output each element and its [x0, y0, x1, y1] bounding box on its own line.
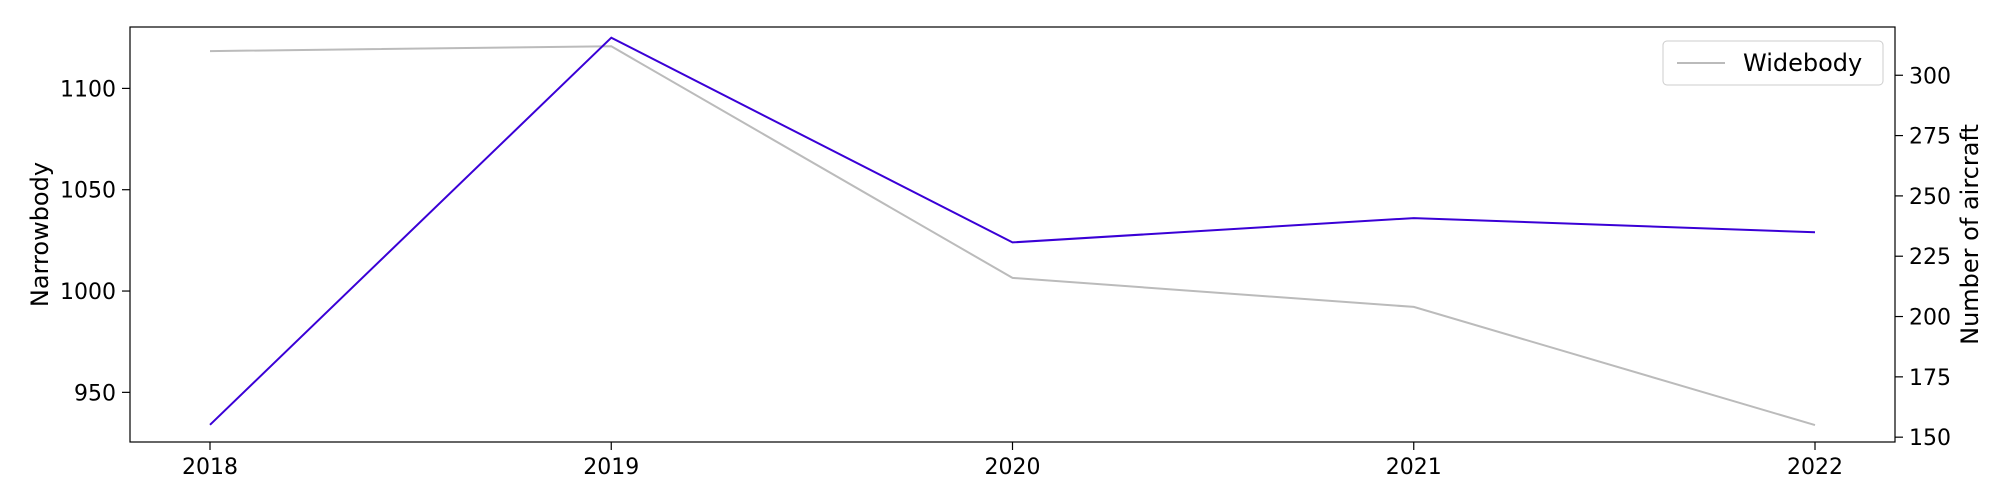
y-axis-label-right: Number of aircraft	[1956, 124, 1984, 345]
x-tick-label: 2021	[1386, 455, 1442, 480]
y-tick-label-right: 275	[1909, 125, 1951, 150]
y-tick-label-right: 175	[1909, 366, 1951, 391]
legend-label-widebody: Widebody	[1743, 49, 1862, 77]
y-tick-label-right: 225	[1909, 245, 1951, 270]
series-line-narrowbody	[209, 36, 1816, 426]
x-tick-label: 2019	[583, 455, 639, 480]
y-tick-label-left: 1050	[60, 179, 116, 204]
legend: Widebody	[1662, 40, 1884, 86]
y-tick-label-left: 950	[74, 381, 116, 406]
y-tick-label-right: 250	[1909, 185, 1951, 210]
series-line-widebody	[209, 45, 1816, 427]
x-tick-label: 2020	[985, 455, 1041, 480]
series-layer	[209, 36, 1816, 427]
axes-layer: 2018 2019 2020 2021 2022 950 1000 1050 1100 150 17…	[60, 26, 1951, 480]
legend-box	[1662, 40, 1884, 86]
x-tick-label: 2022	[1787, 455, 1843, 480]
y-tick-label-left: 1100	[60, 77, 116, 102]
x-tick-label: 2018	[182, 455, 238, 480]
y-tick-label-right: 150	[1909, 426, 1951, 451]
y-tick-label-right: 200	[1909, 306, 1951, 331]
plot-frame	[129, 26, 1896, 443]
y-tick-label-left: 1000	[60, 280, 116, 305]
y-axis-label-left: Narrowbody	[26, 162, 54, 307]
y-tick-label-right: 300	[1909, 64, 1951, 89]
